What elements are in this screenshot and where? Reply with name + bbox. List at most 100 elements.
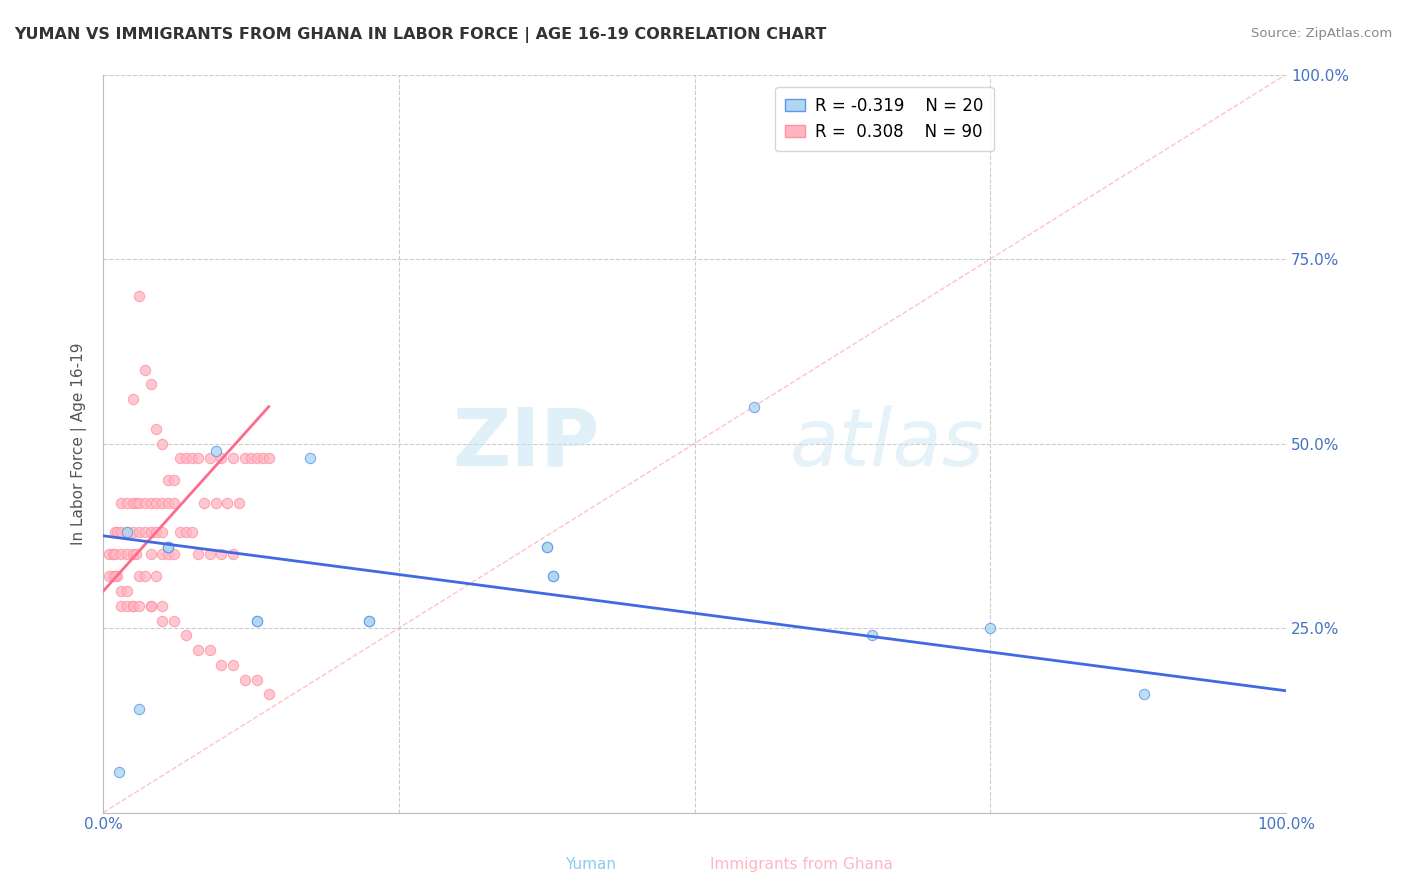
Text: atlas: atlas [789, 405, 984, 483]
Point [145, 569, 167, 583]
Point [233, 451, 256, 466]
Point [157, 540, 180, 554]
Point [198, 451, 221, 466]
Point [101, 547, 124, 561]
Point [157, 540, 180, 554]
Point [187, 547, 209, 561]
Point [110, 495, 132, 509]
Point [742, 400, 765, 414]
Point [150, 436, 173, 450]
Point [139, 547, 162, 561]
Point [98, 569, 121, 583]
Point [134, 362, 156, 376]
Point [204, 495, 226, 509]
Point [1133, 688, 1156, 702]
Legend: R = -0.319    N = 20, R =  0.308    N = 90: R = -0.319 N = 20, R = 0.308 N = 90 [775, 87, 994, 151]
Point [128, 702, 150, 716]
Point [163, 614, 186, 628]
Point [115, 525, 138, 540]
Point [211, 547, 233, 561]
Point [541, 569, 564, 583]
Point [180, 451, 202, 466]
Point [104, 569, 127, 583]
Point [860, 628, 883, 642]
Point [134, 569, 156, 583]
Point [228, 495, 250, 509]
Point [115, 599, 138, 613]
Point [121, 599, 143, 613]
Point [187, 451, 209, 466]
Point [163, 495, 186, 509]
Point [536, 540, 558, 554]
Point [125, 547, 148, 561]
Point [107, 569, 129, 583]
Point [139, 599, 162, 613]
Point [115, 495, 138, 509]
Point [536, 540, 558, 554]
Point [359, 614, 381, 628]
Point [359, 614, 381, 628]
Point [180, 525, 202, 540]
Point [121, 392, 143, 407]
Point [139, 525, 162, 540]
Point [134, 525, 156, 540]
Point [150, 525, 173, 540]
Point [193, 495, 215, 509]
Text: Immigrants from Ghana: Immigrants from Ghana [710, 857, 893, 872]
Point [299, 451, 322, 466]
Point [211, 451, 233, 466]
Point [150, 614, 173, 628]
Y-axis label: In Labor Force | Age 16-19: In Labor Force | Age 16-19 [72, 343, 87, 545]
Point [121, 547, 143, 561]
Point [110, 599, 132, 613]
Point [107, 764, 129, 779]
Point [157, 547, 180, 561]
Point [110, 584, 132, 599]
Point [115, 584, 138, 599]
Point [145, 422, 167, 436]
Text: YUMAN VS IMMIGRANTS FROM GHANA IN LABOR FORCE | AGE 16-19 CORRELATION CHART: YUMAN VS IMMIGRANTS FROM GHANA IN LABOR … [14, 27, 827, 43]
Point [139, 377, 162, 392]
Point [128, 495, 150, 509]
Point [110, 525, 132, 540]
Point [979, 621, 1001, 635]
Point [240, 451, 263, 466]
Point [121, 525, 143, 540]
Point [157, 495, 180, 509]
Point [246, 614, 269, 628]
Point [150, 495, 173, 509]
Point [107, 525, 129, 540]
Point [101, 569, 124, 583]
Point [163, 547, 186, 561]
Point [104, 525, 127, 540]
Point [98, 547, 121, 561]
Point [139, 495, 162, 509]
Point [125, 495, 148, 509]
Point [157, 540, 180, 554]
Point [246, 451, 269, 466]
Point [211, 657, 233, 672]
Point [150, 547, 173, 561]
Point [169, 525, 191, 540]
Point [128, 599, 150, 613]
Point [174, 451, 197, 466]
Point [139, 599, 162, 613]
Point [150, 599, 173, 613]
Point [128, 289, 150, 303]
Point [217, 495, 239, 509]
Point [134, 495, 156, 509]
Point [198, 547, 221, 561]
Point [233, 673, 256, 687]
Point [128, 569, 150, 583]
Point [541, 569, 564, 583]
Point [145, 495, 167, 509]
Point [121, 599, 143, 613]
Point [257, 688, 280, 702]
Point [174, 525, 197, 540]
Point [128, 525, 150, 540]
Point [115, 547, 138, 561]
Point [174, 628, 197, 642]
Point [104, 547, 127, 561]
Text: Source: ZipAtlas.com: Source: ZipAtlas.com [1251, 27, 1392, 40]
Point [145, 525, 167, 540]
